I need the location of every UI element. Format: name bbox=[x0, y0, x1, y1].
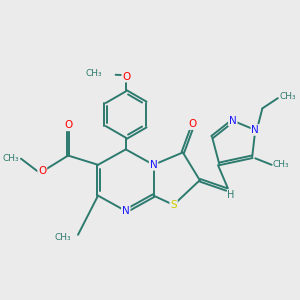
Text: CH₃: CH₃ bbox=[54, 233, 71, 242]
Text: O: O bbox=[122, 72, 130, 82]
Text: N: N bbox=[122, 206, 130, 216]
Text: N: N bbox=[150, 160, 158, 170]
Text: O: O bbox=[189, 119, 197, 129]
Text: N: N bbox=[251, 125, 259, 135]
Text: S: S bbox=[170, 200, 177, 210]
Text: CH₃: CH₃ bbox=[273, 160, 290, 169]
Text: O: O bbox=[64, 120, 72, 130]
Text: CH₃: CH₃ bbox=[279, 92, 296, 101]
Text: O: O bbox=[38, 166, 46, 176]
Text: H: H bbox=[226, 190, 234, 200]
Text: CH₃: CH₃ bbox=[85, 69, 102, 78]
Text: N: N bbox=[229, 116, 237, 126]
Text: CH₃: CH₃ bbox=[2, 154, 19, 163]
